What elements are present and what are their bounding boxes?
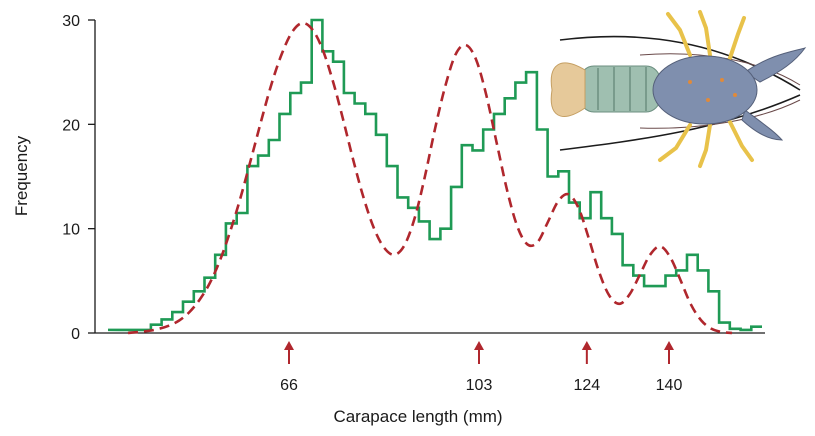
lobster-leg — [728, 16, 746, 60]
marker-arrow-head — [284, 341, 294, 350]
x-value-marker: 66 — [280, 341, 298, 394]
x-value-label: 66 — [280, 377, 298, 394]
carapace-spot — [733, 93, 737, 97]
lobster-antenna — [559, 94, 801, 151]
lobster-claw — [744, 47, 807, 83]
lobster-leg — [666, 12, 692, 57]
lobster-tail-fan — [550, 62, 586, 117]
fitted-curve-dashed-line — [127, 21, 733, 335]
lobster-illustration — [550, 10, 807, 168]
marker-arrow-head — [474, 341, 484, 350]
lobster-leg — [698, 10, 712, 57]
carapace-spot — [688, 80, 692, 84]
x-value-label: 103 — [466, 377, 493, 394]
lobster-claw — [741, 109, 784, 141]
lobster-leg — [658, 123, 692, 162]
x-value-label: 140 — [656, 377, 683, 394]
lobster-tail — [579, 65, 661, 113]
y-axis-ticks: 0 10 20 30 — [62, 13, 95, 343]
y-axis-title: Frequency — [12, 135, 31, 216]
lobster-leg — [728, 120, 754, 162]
x-value-markers: 66 103 124 140 — [280, 341, 682, 394]
x-axis-title: Carapace length (mm) — [333, 407, 502, 426]
y-tick-label: 30 — [62, 13, 80, 30]
y-tick-label: 20 — [62, 117, 80, 134]
carapace-spot — [706, 98, 710, 102]
x-value-marker: 124 — [573, 341, 600, 394]
lobster-leg — [698, 123, 712, 168]
x-value-label: 124 — [573, 377, 600, 394]
marker-arrow-head — [581, 341, 592, 350]
y-tick-label: 10 — [62, 222, 80, 239]
x-value-marker: 103 — [466, 341, 493, 394]
x-value-marker: 140 — [656, 341, 683, 394]
carapace-spot — [720, 78, 724, 82]
lobster-antenna — [639, 99, 801, 129]
marker-arrow-head — [664, 341, 674, 350]
lobster-carapace — [652, 55, 758, 125]
histogram-step-line — [107, 18, 762, 332]
y-tick-label: 0 — [71, 326, 80, 343]
